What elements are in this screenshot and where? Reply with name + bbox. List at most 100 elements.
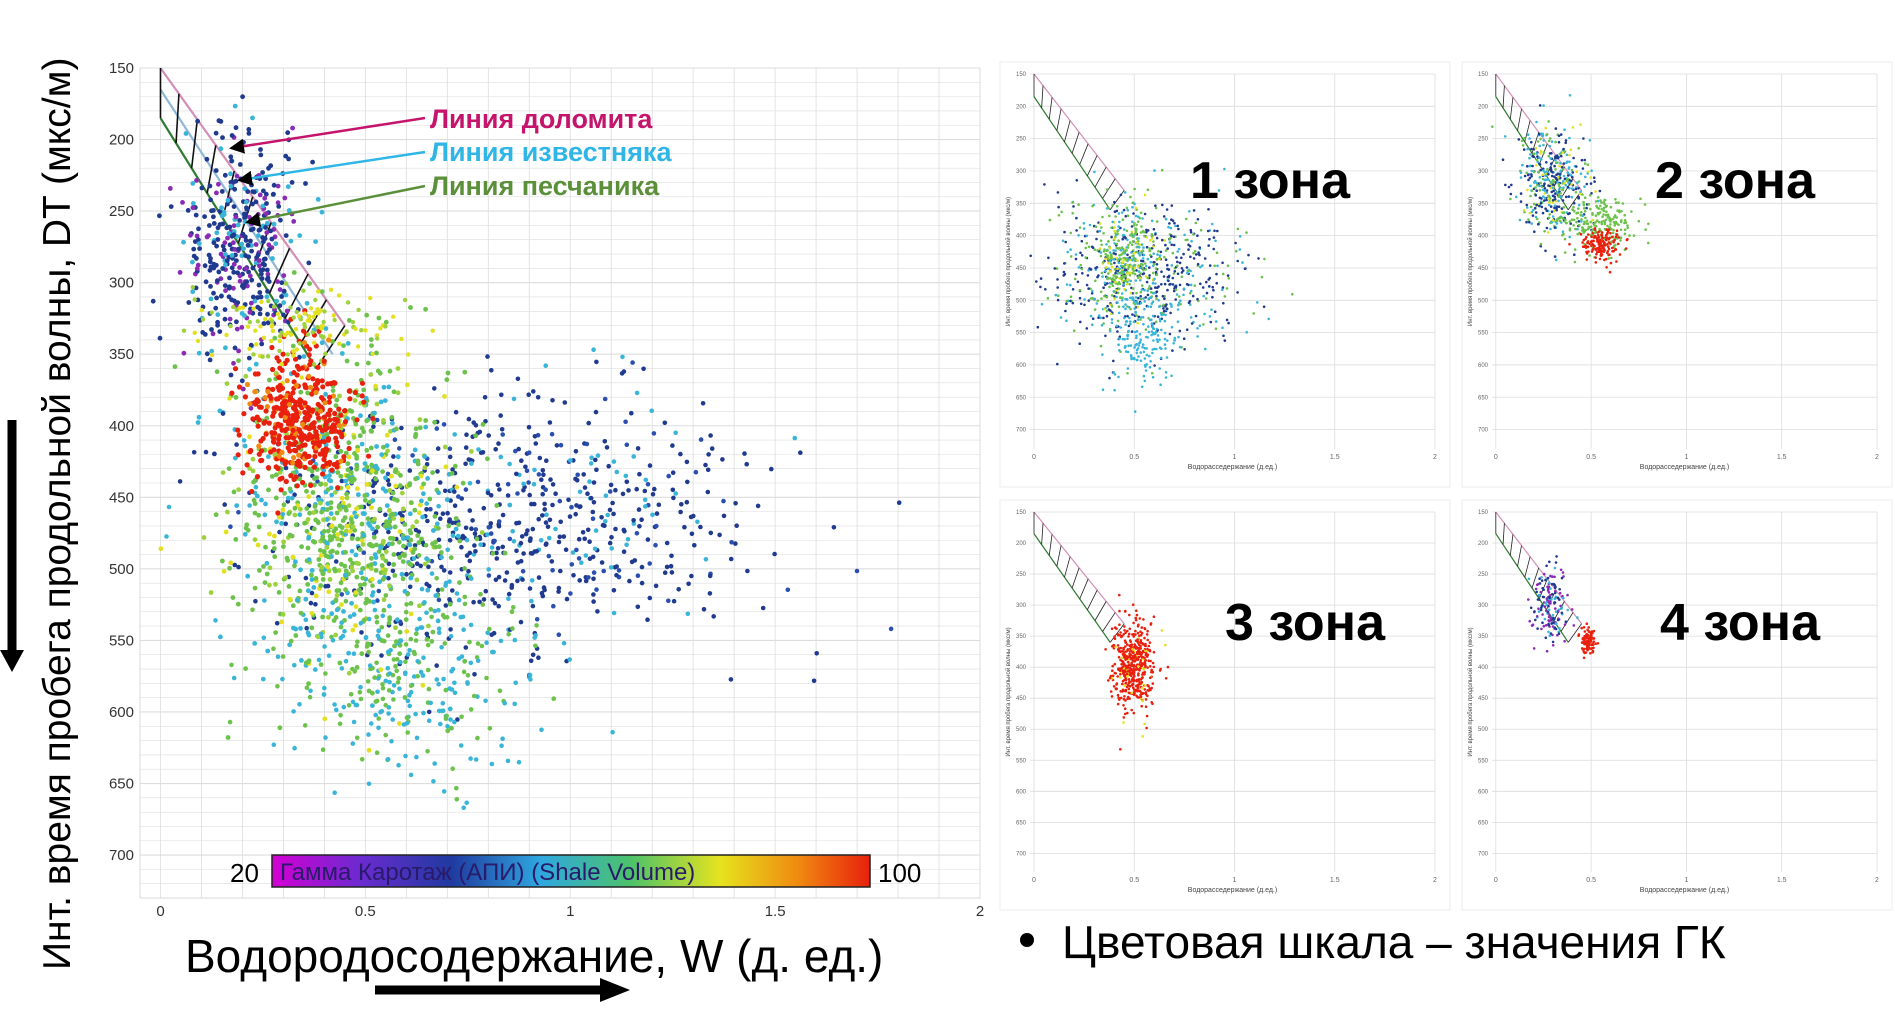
zone-data-point — [1188, 244, 1192, 248]
data-point — [678, 509, 683, 515]
data-point — [386, 575, 391, 581]
data-point — [432, 386, 437, 391]
data-point — [253, 598, 258, 604]
zone-data-point — [1138, 333, 1142, 336]
zone-data-point — [1585, 235, 1588, 239]
zone-data-point — [1140, 316, 1143, 319]
zone-data-point — [1608, 270, 1612, 274]
zone-data-point — [1568, 242, 1571, 246]
data-point — [432, 761, 438, 766]
zone-data-point — [1150, 219, 1154, 223]
data-point — [317, 547, 323, 553]
data-point — [361, 617, 367, 623]
data-point — [248, 342, 254, 348]
zone-data-point — [1164, 249, 1168, 252]
data-point — [297, 314, 302, 319]
zone-data-point — [1171, 349, 1174, 352]
data-point — [599, 560, 605, 565]
data-point — [313, 667, 318, 672]
data-point — [585, 491, 590, 497]
data-point — [426, 718, 432, 723]
zone-data-point — [1157, 299, 1160, 302]
zone-data-point — [1236, 259, 1239, 263]
zone-data-point — [1148, 266, 1151, 269]
data-point — [324, 460, 330, 467]
data-point — [635, 446, 641, 451]
zone-data-point — [1561, 151, 1565, 154]
zone-data-point — [1102, 316, 1105, 320]
zone-data-point — [1542, 104, 1545, 107]
zone-data-point — [1134, 279, 1138, 282]
zone-data-point — [1620, 210, 1623, 213]
data-point — [301, 328, 307, 334]
zone-data-point — [1556, 161, 1559, 164]
zone-data-point — [1069, 255, 1073, 258]
data-point — [339, 602, 344, 607]
data-point — [494, 503, 500, 508]
data-point — [463, 487, 469, 492]
data-point — [393, 639, 399, 644]
zone-data-point — [1184, 238, 1188, 242]
data-point — [320, 463, 326, 469]
data-point — [450, 766, 456, 771]
zone-data-point — [1553, 206, 1556, 210]
data-point — [407, 481, 413, 486]
data-point — [224, 381, 230, 386]
data-point — [231, 360, 236, 366]
data-point — [282, 490, 287, 496]
data-point — [452, 719, 457, 725]
data-point — [653, 542, 658, 548]
data-point — [309, 391, 315, 397]
zone-data-point — [1136, 347, 1140, 350]
data-point — [264, 201, 269, 206]
data-point — [358, 684, 363, 690]
data-point — [467, 481, 473, 486]
zone-data-point — [1132, 320, 1136, 324]
data-point — [223, 288, 228, 293]
data-point — [306, 373, 312, 379]
zone-data-point — [1594, 214, 1598, 217]
data-point — [245, 243, 251, 248]
data-point — [670, 470, 676, 476]
data-point — [669, 553, 674, 559]
data-point — [232, 345, 238, 351]
data-point — [215, 312, 221, 317]
zone-data-point — [1155, 294, 1158, 298]
data-point — [436, 626, 442, 632]
data-point — [211, 240, 217, 246]
data-point — [587, 539, 592, 544]
data-point — [327, 394, 333, 400]
data-point — [356, 561, 361, 567]
data-point — [250, 294, 256, 300]
data-point — [333, 597, 339, 603]
zone-data-point — [1538, 196, 1542, 200]
data-point — [311, 510, 317, 515]
zone-data-point — [1128, 283, 1131, 286]
zone-data-point — [1125, 320, 1129, 323]
zone-data-point — [1593, 180, 1596, 183]
data-point — [369, 576, 375, 582]
data-point — [656, 502, 662, 508]
zone-data-point — [1143, 379, 1147, 383]
data-point — [329, 611, 335, 617]
data-point — [346, 388, 352, 394]
data-point — [521, 488, 526, 493]
zone-data-point — [1607, 257, 1611, 260]
zone-data-point — [1559, 154, 1563, 158]
data-point — [488, 521, 494, 526]
data-point — [277, 476, 283, 482]
data-point — [441, 676, 446, 682]
data-point — [568, 591, 573, 596]
zone-data-point — [1105, 282, 1109, 285]
data-point — [304, 625, 310, 631]
zone-data-point — [1238, 235, 1242, 238]
data-point — [477, 599, 482, 605]
data-point — [478, 450, 484, 456]
zone-data-point — [1171, 251, 1175, 255]
zone-data-point — [1614, 248, 1617, 251]
data-point — [357, 689, 363, 695]
zone-data-point — [1177, 301, 1181, 305]
data-point — [717, 532, 722, 538]
zone-data-point — [1132, 251, 1136, 255]
data-point — [326, 589, 332, 595]
